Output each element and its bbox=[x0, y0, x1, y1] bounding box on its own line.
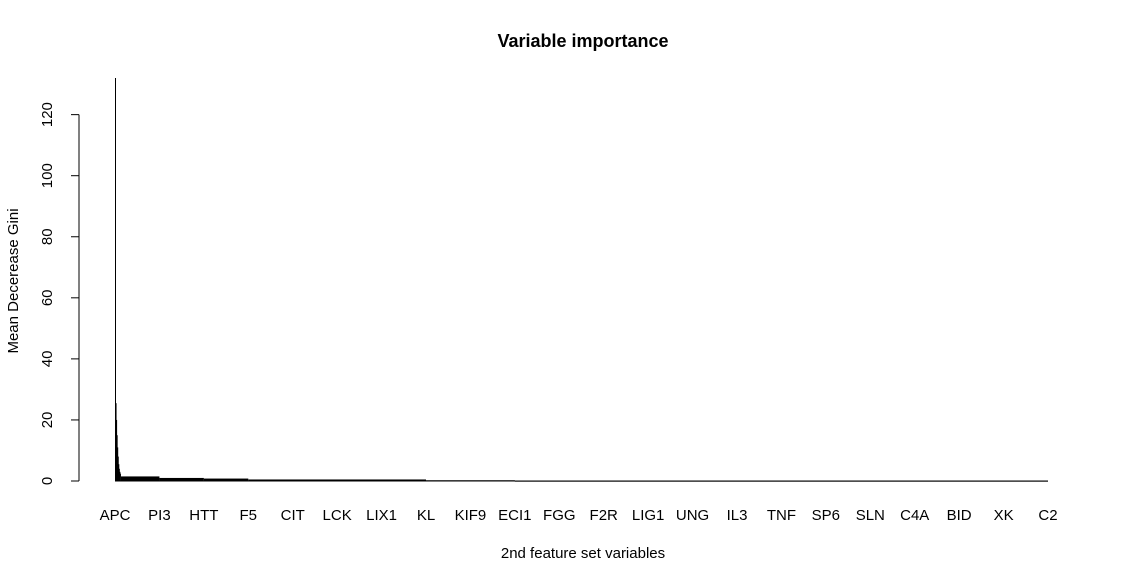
x-tick-label: BID bbox=[947, 507, 972, 524]
bar bbox=[115, 403, 117, 481]
bar bbox=[118, 468, 120, 481]
x-axis-ticks: APC PI3 HTT F5 CIT LCK LIX1 KL KIF9 ECI1 FGG F2R LIG… bbox=[100, 507, 1058, 524]
chart-title: Variable importance bbox=[497, 31, 668, 51]
x-tick-label: F5 bbox=[240, 507, 258, 524]
bar bbox=[115, 78, 116, 481]
y-tick-label: 100 bbox=[39, 163, 56, 188]
bars bbox=[115, 78, 1048, 482]
y-tick-label: 80 bbox=[39, 228, 56, 245]
bar bbox=[119, 471, 121, 481]
bar bbox=[117, 447, 119, 481]
x-tick-label: ECI1 bbox=[498, 507, 531, 524]
x-tick-label: XK bbox=[994, 507, 1014, 524]
x-tick-label: KL bbox=[417, 507, 435, 524]
y-tick-label: 0 bbox=[39, 477, 56, 485]
y-tick-label: 120 bbox=[39, 102, 56, 127]
x-axis-label: 2nd feature set variables bbox=[501, 545, 665, 562]
x-tick-label: KIF9 bbox=[455, 507, 487, 524]
x-tick-label: F2R bbox=[590, 507, 619, 524]
x-tick-label: LIX1 bbox=[366, 507, 397, 524]
x-tick-label: C4A bbox=[900, 507, 929, 524]
x-tick-label: IL3 bbox=[727, 507, 748, 524]
y-axis: 0 20 40 60 80 100 120 bbox=[39, 102, 80, 485]
y-tick-label: 60 bbox=[39, 289, 56, 306]
x-tick-label: FGG bbox=[543, 507, 576, 524]
bar bbox=[117, 456, 119, 481]
x-tick-label: CIT bbox=[281, 507, 305, 524]
bar bbox=[116, 435, 118, 481]
y-tick-label: 40 bbox=[39, 351, 56, 368]
x-tick-label: HTT bbox=[189, 507, 218, 524]
x-tick-label: C2 bbox=[1038, 507, 1057, 524]
x-tick-label: TNF bbox=[767, 507, 796, 524]
x-tick-label: LCK bbox=[323, 507, 352, 524]
bar bbox=[116, 419, 118, 481]
bar-tail-segment bbox=[248, 479, 426, 481]
x-tick-label: SLN bbox=[856, 507, 885, 524]
x-tick-label: SP6 bbox=[812, 507, 840, 524]
x-tick-label: UNG bbox=[676, 507, 709, 524]
x-tick-label: LIG1 bbox=[632, 507, 665, 524]
bar-tail-segment bbox=[203, 478, 249, 481]
bar bbox=[118, 464, 120, 481]
x-tick-label: PI3 bbox=[148, 507, 171, 524]
y-tick-label: 20 bbox=[39, 412, 56, 429]
bar bbox=[119, 473, 121, 481]
bar-tail-segment bbox=[159, 477, 204, 481]
x-tick-label: APC bbox=[100, 507, 131, 524]
bar-tail-segment bbox=[121, 476, 160, 481]
y-axis-label: Mean Decerease Gini bbox=[5, 208, 22, 353]
